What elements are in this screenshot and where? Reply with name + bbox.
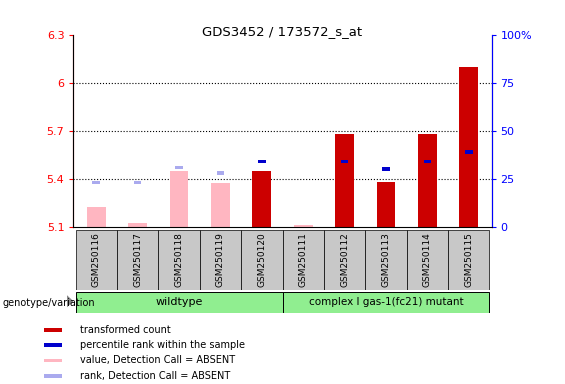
Bar [377,182,396,227]
Bar [241,230,282,290]
Bar [407,230,448,290]
Polygon shape [67,295,73,308]
Bar [44,374,62,378]
Bar [418,134,437,227]
Bar [341,160,348,163]
Bar [366,230,407,290]
Bar [258,160,266,163]
Bar [44,359,62,362]
Text: GSM250111: GSM250111 [299,232,308,287]
Bar [459,66,478,227]
Text: GSM250115: GSM250115 [464,232,473,287]
Bar [217,171,224,175]
Bar [335,134,354,227]
Bar [253,170,271,227]
Text: rank, Detection Call = ABSENT: rank, Detection Call = ABSENT [80,371,231,381]
Bar [211,183,230,227]
Bar [44,328,62,332]
Bar [424,160,431,163]
Bar [324,230,366,290]
Bar [93,181,100,184]
Text: GSM250120: GSM250120 [257,232,266,287]
Text: GSM250118: GSM250118 [175,232,184,287]
Bar [76,292,282,313]
Bar [294,225,312,227]
Bar [175,166,182,169]
Bar [117,230,158,290]
Text: GSM250119: GSM250119 [216,232,225,287]
Text: GSM250114: GSM250114 [423,232,432,287]
Text: value, Detection Call = ABSENT: value, Detection Call = ABSENT [80,356,236,366]
Text: wildtype: wildtype [155,297,203,308]
Bar [76,230,117,290]
Bar [87,207,106,227]
Bar [448,230,489,290]
Text: GDS3452 / 173572_s_at: GDS3452 / 173572_s_at [202,25,363,38]
Text: percentile rank within the sample: percentile rank within the sample [80,340,245,350]
Bar [170,170,188,227]
Text: GSM250116: GSM250116 [92,232,101,287]
Bar [44,343,62,347]
Text: transformed count: transformed count [80,325,171,335]
Bar [134,181,141,184]
Bar [465,150,472,154]
Bar [128,223,147,227]
Text: genotype/variation: genotype/variation [3,298,95,308]
Bar [199,230,241,290]
Text: GSM250112: GSM250112 [340,232,349,287]
Bar [282,230,324,290]
Text: complex I gas-1(fc21) mutant: complex I gas-1(fc21) mutant [308,297,463,308]
Bar [282,292,489,313]
Bar [383,167,390,171]
Text: GSM250117: GSM250117 [133,232,142,287]
Text: GSM250113: GSM250113 [381,232,390,287]
Bar [158,230,199,290]
